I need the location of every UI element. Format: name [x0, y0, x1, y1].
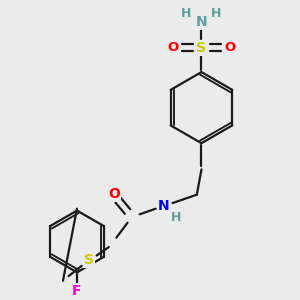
- Text: S: S: [84, 253, 94, 267]
- Text: H: H: [211, 7, 222, 20]
- Text: O: O: [109, 187, 120, 201]
- Text: O: O: [224, 41, 235, 54]
- Text: N: N: [196, 16, 207, 29]
- Text: F: F: [72, 284, 82, 298]
- Text: O: O: [168, 41, 179, 54]
- Text: N: N: [158, 199, 170, 213]
- Text: H: H: [171, 211, 181, 224]
- Text: S: S: [196, 41, 206, 55]
- Text: H: H: [181, 7, 192, 20]
